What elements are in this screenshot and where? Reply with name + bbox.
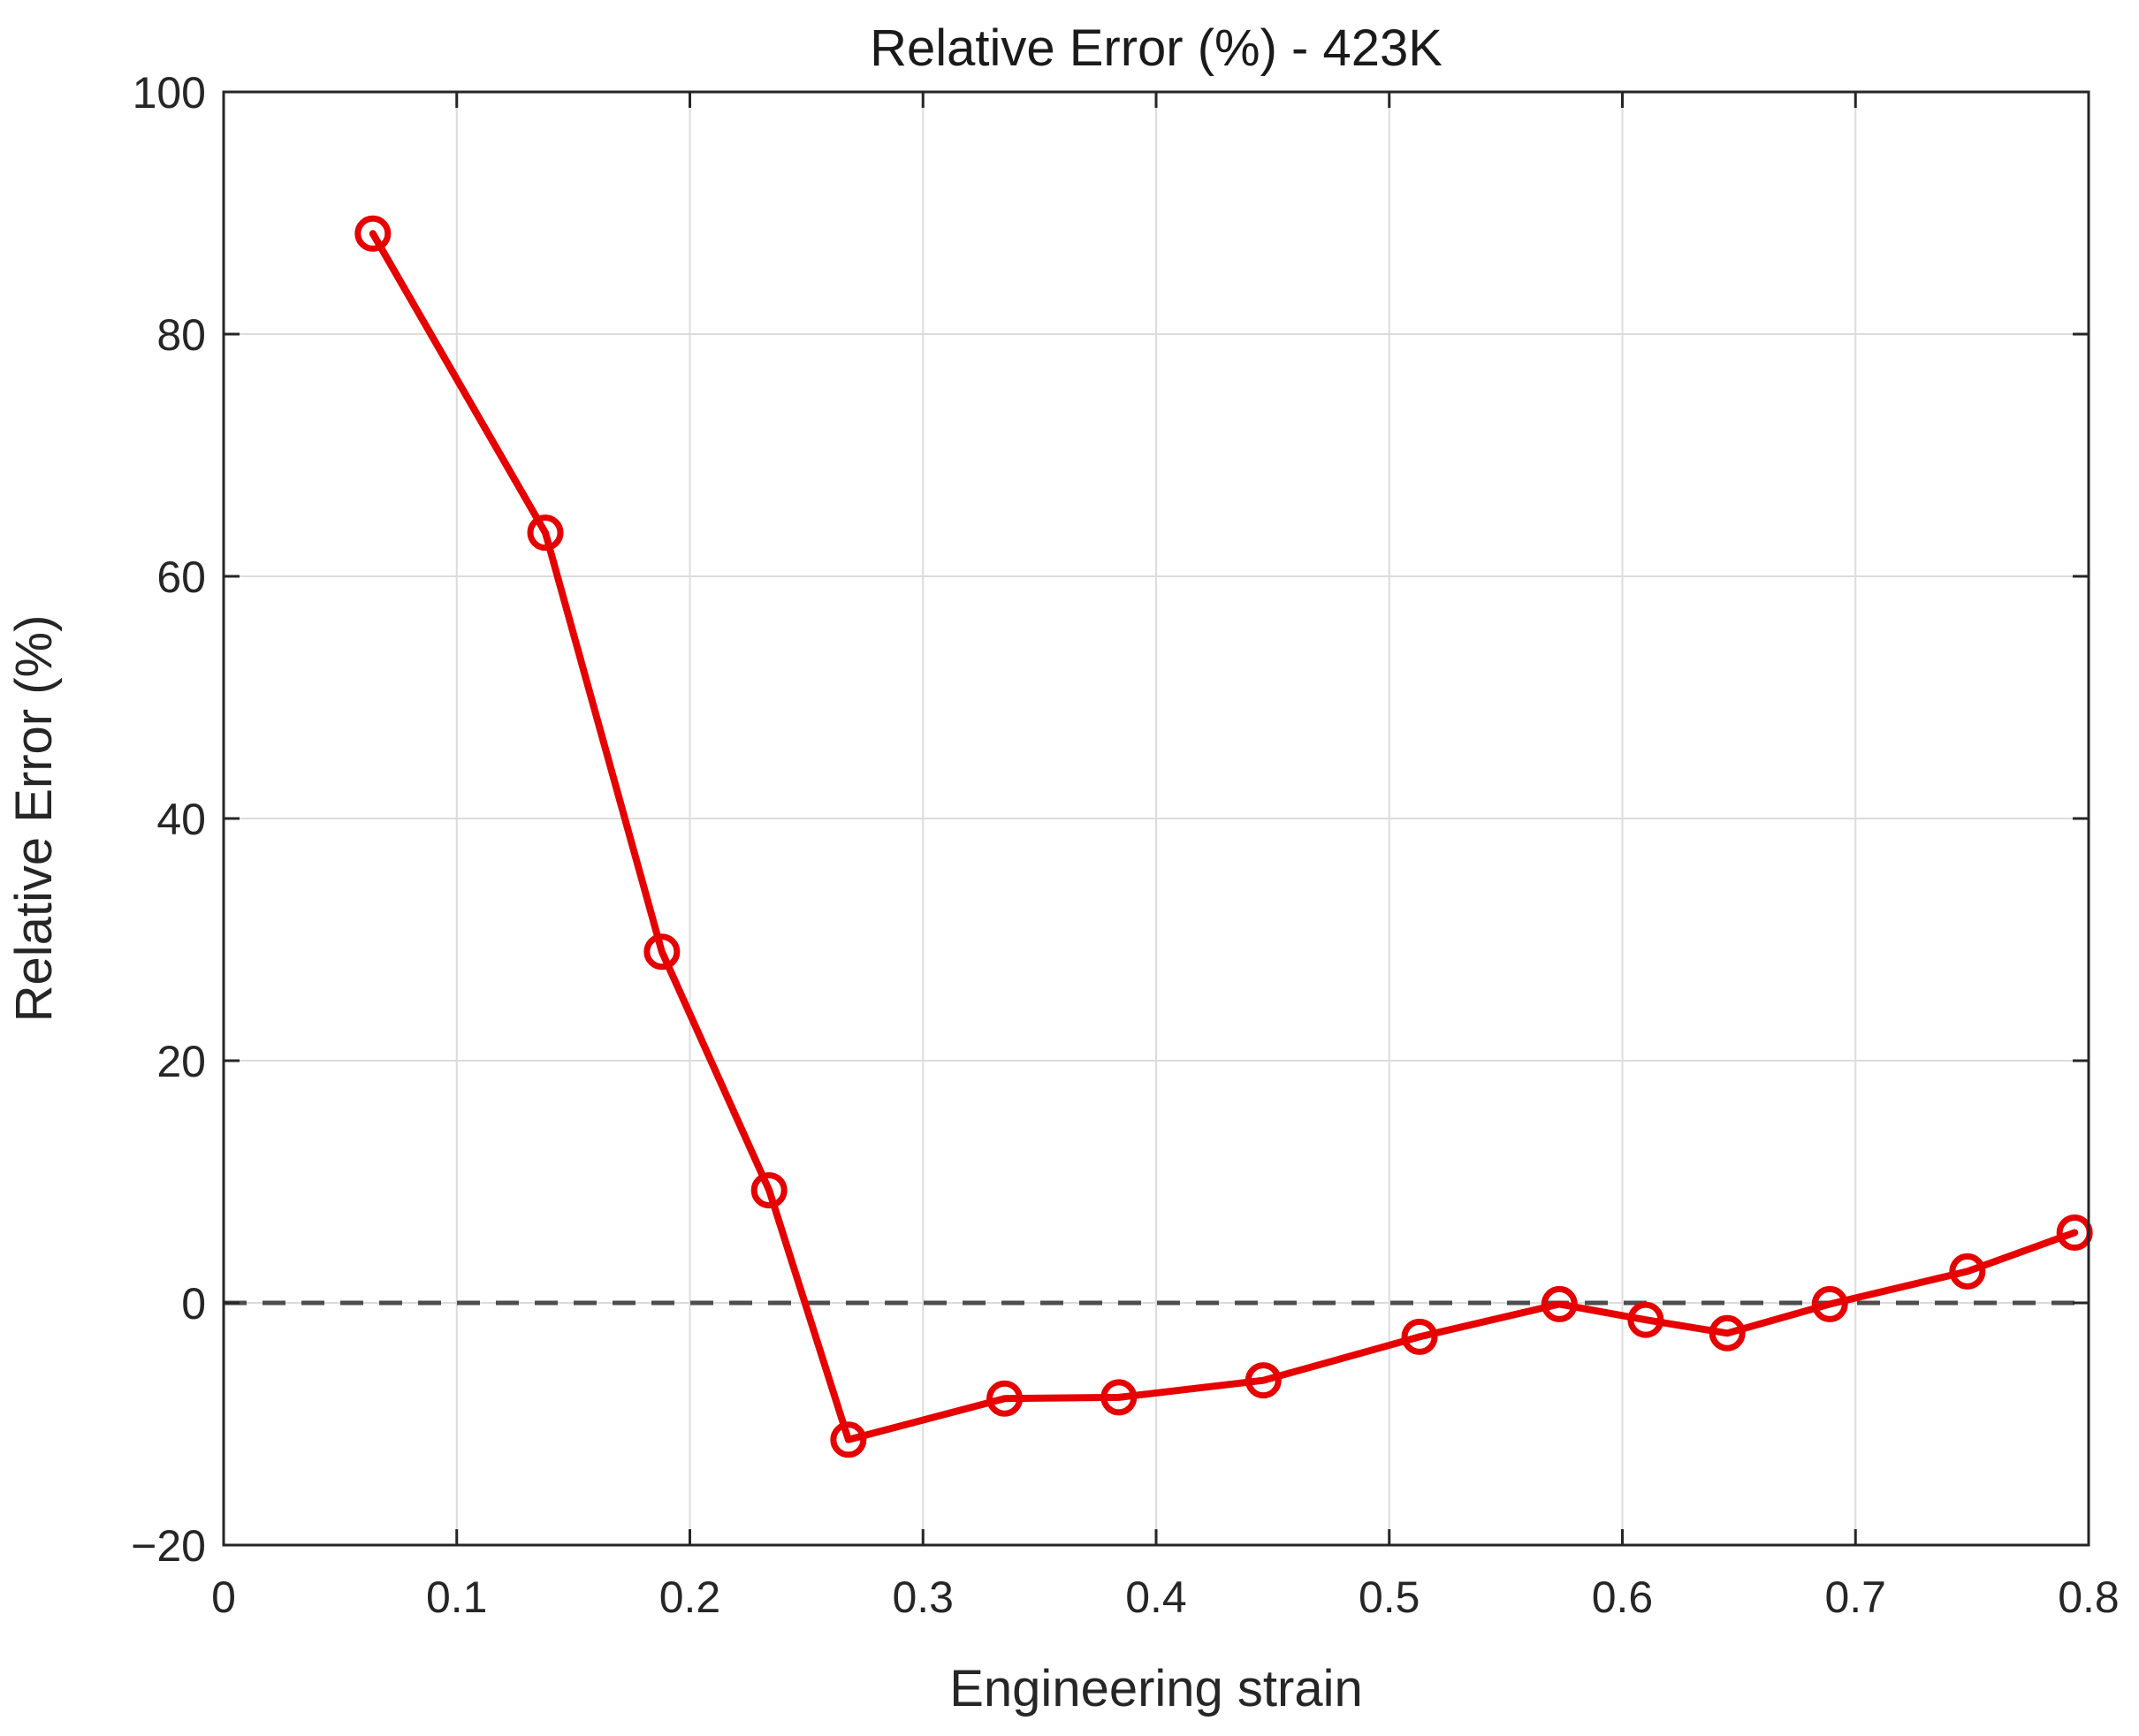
data-point-marker [1709,1314,1746,1351]
data-point-marker [750,1172,788,1209]
x-tick-label: 0 [211,1572,236,1622]
x-tick-label: 0.6 [1592,1572,1654,1622]
data-point-marker [643,933,681,971]
x-tick-label: 0.3 [892,1572,954,1622]
x-tick-label: 0.1 [426,1572,488,1622]
data-point-marker [354,215,392,252]
data-point-marker [1811,1285,1848,1322]
series-line [369,230,2079,1443]
y-tick-label: 0 [181,1279,206,1329]
y-tick-label: 40 [156,795,206,844]
x-tick-label: 0.4 [1125,1572,1187,1622]
data-point-marker [1100,1379,1138,1416]
series-layer [354,215,2093,1458]
y-tick-label: 60 [156,552,206,602]
y-axis-label: Relative Error (%) [5,615,63,1023]
chart-title: Relative Error (%) - 423K [870,19,1442,77]
x-tick-label: 0.7 [1824,1572,1886,1622]
data-point-marker [1401,1318,1438,1355]
data-point-marker [830,1421,867,1458]
x-axis-label: Engineering strain [949,1660,1363,1717]
y-tick-label: −20 [131,1521,206,1571]
data-point-marker [986,1380,1024,1417]
y-tick-label: 80 [156,310,206,360]
y-tick-label: 100 [133,68,206,118]
y-tick-label: 20 [156,1037,206,1086]
data-point-marker [1949,1253,1986,1290]
x-tick-label: 0.8 [2058,1572,2120,1622]
data-point-marker [1541,1285,1578,1322]
data-point-marker [1627,1301,1664,1338]
x-tick-label: 0.2 [659,1572,721,1622]
x-tick-label: 0.5 [1359,1572,1420,1622]
data-point-marker [1245,1362,1282,1399]
data-point-marker [527,514,564,552]
